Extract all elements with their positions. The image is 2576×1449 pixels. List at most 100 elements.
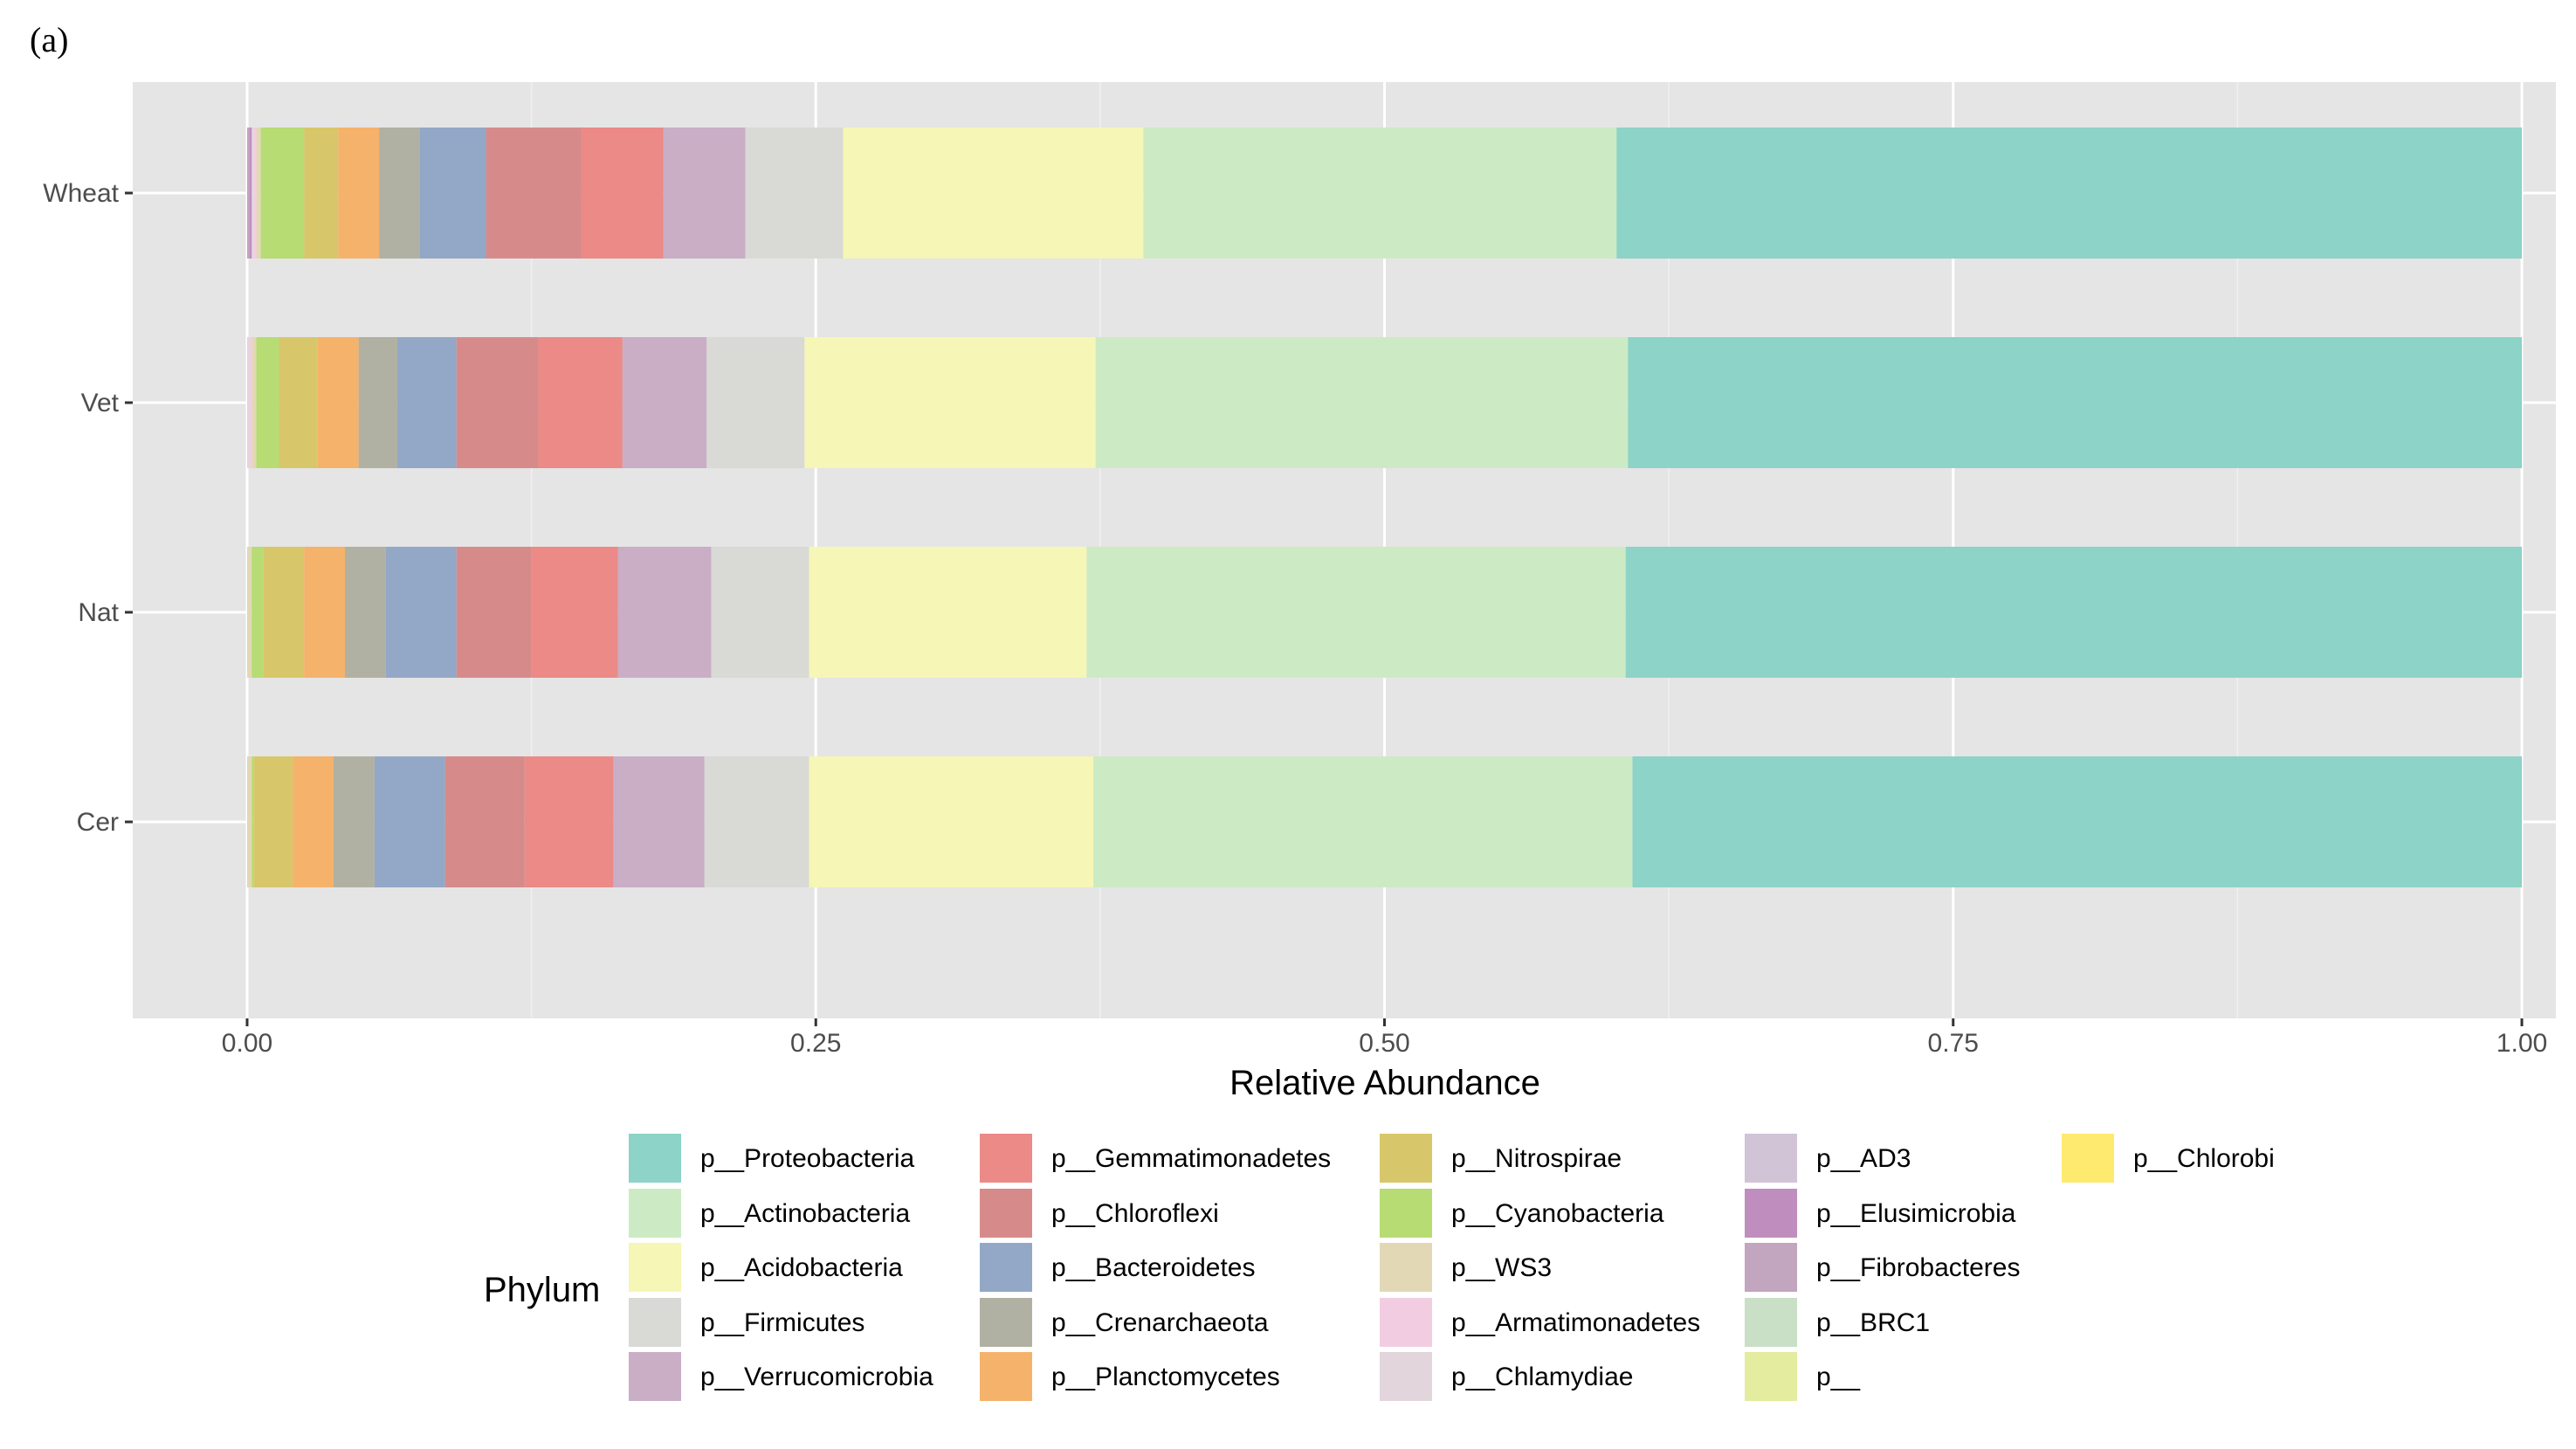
- bar-segment: [1628, 337, 2522, 468]
- bar-segment: [486, 128, 582, 259]
- bar-segment: [444, 756, 525, 887]
- bar-segment: [249, 337, 252, 468]
- legend-label: p__: [1816, 1363, 1861, 1391]
- bar-segment: [304, 128, 339, 259]
- bars: [247, 128, 2522, 887]
- legend-key: [1380, 1134, 1432, 1183]
- bar-segment: [804, 337, 1096, 468]
- x-tick-label: 1.00: [2497, 1029, 2547, 1058]
- bar-segment: [456, 337, 539, 468]
- legend-key: [1745, 1298, 1797, 1347]
- legend-key: [1380, 1243, 1432, 1292]
- legend-label: p__Elusimicrobia: [1816, 1199, 2016, 1228]
- legend-key: [1745, 1189, 1797, 1238]
- bar-segment: [745, 128, 844, 259]
- bar-segment: [253, 128, 257, 259]
- bar-segment: [1632, 756, 2522, 887]
- bar-segment: [333, 756, 375, 887]
- legend-label: p__WS3: [1451, 1253, 1552, 1282]
- bar-segment: [293, 756, 334, 887]
- bar-segment: [538, 337, 623, 468]
- legend-key: [629, 1298, 681, 1347]
- legend-key: [980, 1352, 1032, 1401]
- legend-label: p__Crenarchaeota: [1051, 1308, 1269, 1337]
- legend-label: p__Armatimonadetes: [1451, 1308, 1700, 1337]
- legend-label: p__Cyanobacteria: [1451, 1199, 1664, 1228]
- legend-label: p__Acidobacteria: [700, 1253, 903, 1282]
- legend-key: [1380, 1189, 1432, 1238]
- bar-segment: [456, 547, 532, 678]
- bar-segment: [1086, 547, 1626, 678]
- legend-key: [980, 1243, 1032, 1292]
- bar-segment: [263, 547, 305, 678]
- bar-segment: [249, 128, 252, 259]
- bar-segment: [256, 128, 261, 259]
- bar-segment: [1625, 547, 2522, 678]
- bar-segment: [396, 337, 457, 468]
- bar-segment: [704, 756, 809, 887]
- bar-segment: [613, 756, 705, 887]
- legend-title: Phylum: [484, 1271, 600, 1309]
- bar-segment: [317, 337, 359, 468]
- bar-segment: [256, 337, 279, 468]
- bar-segment: [524, 756, 614, 887]
- x-tick-label: 0.25: [790, 1029, 841, 1058]
- y-tick-label: Wheat: [43, 179, 119, 208]
- x-axis: 0.00 0.25 0.50 0.75 1.00: [222, 1018, 2547, 1058]
- bar-segment: [663, 128, 746, 259]
- y-tick-label: Nat: [78, 598, 119, 627]
- bar-segment: [247, 756, 252, 887]
- legend-label: p__Bacteroidetes: [1051, 1253, 1256, 1282]
- x-axis-title: Relative Abundance: [1229, 1064, 1540, 1102]
- bar-segment: [251, 756, 254, 887]
- bar-segment: [1616, 128, 2522, 259]
- bar-segment: [345, 547, 386, 678]
- bar-segment: [385, 547, 457, 678]
- legend-key: [980, 1189, 1032, 1238]
- legend-key: [629, 1243, 681, 1292]
- bar-segment: [253, 756, 293, 887]
- bar-segment: [358, 337, 397, 468]
- legend-label: p__Actinobacteria: [700, 1199, 910, 1228]
- bar-segment: [706, 337, 805, 468]
- legend-key: [1745, 1134, 1797, 1183]
- y-tick-label: Cer: [77, 808, 119, 837]
- bar-segment: [251, 128, 254, 259]
- bar-segment: [581, 128, 664, 259]
- bar-segment: [279, 337, 318, 468]
- legend-label: p__Chlamydiae: [1451, 1363, 1633, 1391]
- bar-segment: [1143, 128, 1617, 259]
- legend-label: p__Nitrospirae: [1451, 1144, 1622, 1173]
- bar-segment: [809, 547, 1087, 678]
- x-tick-label: 0.75: [1928, 1029, 1979, 1058]
- legend-label: p__Firmicutes: [700, 1308, 864, 1337]
- legend-key: [629, 1189, 681, 1238]
- bar-segment: [622, 337, 707, 468]
- legend-label: p__Verrucomicrobia: [700, 1363, 933, 1391]
- bar-segment: [247, 128, 250, 259]
- bar-segment: [304, 547, 346, 678]
- bar-segment: [379, 128, 420, 259]
- legend-label: p__Gemmatimonadetes: [1051, 1144, 1331, 1173]
- bar-segment: [247, 547, 252, 678]
- x-tick-label: 0.50: [1359, 1029, 1409, 1058]
- legend-key: [629, 1134, 681, 1183]
- legend-key: [1380, 1298, 1432, 1347]
- legend-key: [1380, 1352, 1432, 1401]
- bar-segment: [251, 337, 257, 468]
- bar-segment: [1095, 337, 1629, 468]
- legend-label: p__Proteobacteria: [700, 1144, 914, 1173]
- bar-segment: [531, 547, 618, 678]
- y-tick-label: Vet: [81, 389, 120, 417]
- bar-segment: [251, 547, 264, 678]
- bar-segment: [809, 756, 1094, 887]
- legend-label: p__Fibrobacteres: [1816, 1253, 2020, 1282]
- bar-segment: [247, 337, 250, 468]
- bar-segment: [260, 128, 305, 259]
- x-tick-label: 0.00: [222, 1029, 272, 1058]
- bar-segment: [374, 756, 445, 887]
- legend-key: [980, 1134, 1032, 1183]
- panel-label: (a): [30, 20, 69, 59]
- legend-key: [2062, 1134, 2114, 1183]
